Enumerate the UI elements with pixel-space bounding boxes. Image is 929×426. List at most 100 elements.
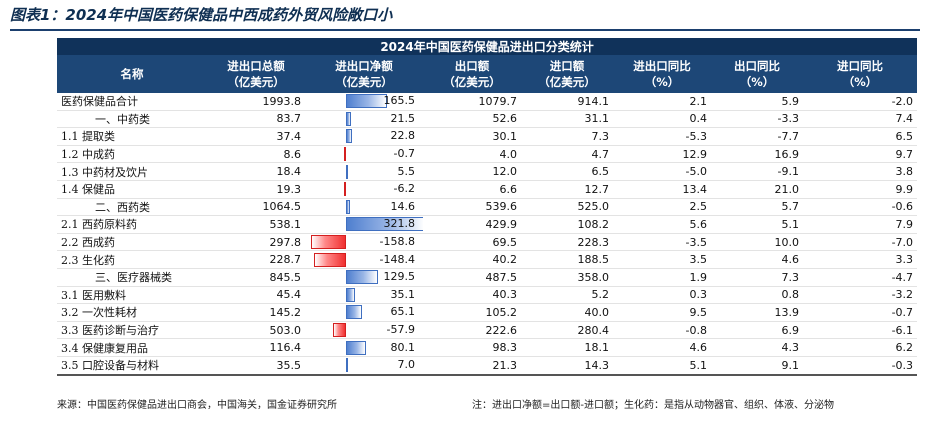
net-bar [346,358,348,373]
table-row: 1.2 中成药 8.6 -0.7 4.0 4.7 12.9 16.9 9.7 [57,145,918,164]
net-value-label: 5.5 [397,164,416,178]
cell-import-yoy: -0.3 [803,356,918,376]
cell-import: 12.7 [521,180,613,199]
cell-export-yoy: 7.3 [711,267,803,287]
cell-import: 280.4 [521,321,613,340]
cell-total-yoy: 3.5 [613,250,711,269]
table-row: 二、西药类 1064.5 14.6 539.6 525.0 2.5 5.7 -0.6 [57,197,918,217]
cell-total: 297.8 [207,233,305,252]
net-value-label: 22.8 [390,129,416,143]
cell-total: 83.7 [207,109,305,129]
cell-net: -148.4 [305,250,423,269]
cell-total-yoy: 1.9 [613,267,711,287]
table-row: 2.2 西成药 297.8 -158.8 69.5 228.3 -3.5 10.0 -7.0 [57,233,918,252]
net-bar [346,111,352,126]
net-value-label: -158.8 [379,235,415,249]
cell-net: -158.8 [305,233,423,252]
cell-import: 6.5 [521,162,613,181]
cell-export: 30.1 [423,127,521,146]
cell-export-yoy: 5.7 [711,197,803,217]
row-name: 2.1 西药原料药 [57,215,207,234]
column-header: 名称 [57,55,207,93]
column-header: 进出口同比 （%） [613,55,711,93]
footer: 来源：中国医药保健品进出口商会，中国海关，国金证券研究所 注：进出口净额=出口额… [57,396,917,412]
net-bar [344,147,346,162]
cell-total-yoy: 0.4 [613,109,711,129]
net-bar [311,235,346,250]
net-value-label: 14.6 [390,199,416,213]
cell-import-yoy: 3.3 [803,250,918,269]
cell-total: 145.2 [207,303,305,322]
cell-export-yoy: -7.7 [711,127,803,146]
cell-import-yoy: 6.5 [803,127,918,146]
column-header: 进出口净额 （亿美元） [305,55,423,93]
net-bar [333,323,346,338]
column-header-unit: （亿美元） [227,75,285,89]
source-text: 来源：中国医药保健品进出口商会，中国海关，国金证券研究所 [57,400,337,411]
cell-import: 358.0 [521,267,613,287]
cell-net: -0.7 [305,145,423,164]
row-name: 3.1 医用敷料 [57,286,207,305]
cell-total: 8.6 [207,145,305,164]
cell-net: 321.8 [305,215,423,234]
cell-total-yoy: 0.3 [613,286,711,305]
cell-export-yoy: 16.9 [711,145,803,164]
row-name: 3.5 口腔设备与材料 [57,356,207,376]
cell-total: 45.4 [207,286,305,305]
cell-total-yoy: 9.5 [613,303,711,322]
net-value-label: 129.5 [383,270,416,284]
cell-net: 165.5 [305,93,423,111]
net-bar [346,287,355,302]
cell-export-yoy: -9.1 [711,162,803,181]
cell-import-yoy: -6.1 [803,321,918,340]
net-bar [313,252,346,267]
cell-export: 222.6 [423,321,521,340]
table-caption: 2024年中国医药保健品进出口分类统计 [57,38,918,55]
cell-total-yoy: 5.6 [613,215,711,234]
row-name: 1.2 中成药 [57,145,207,164]
cell-net: -57.9 [305,321,423,340]
row-name: 2.3 生化药 [57,250,207,269]
net-value-label: -57.9 [386,323,415,337]
row-name: 一、中药类 [57,109,207,129]
cell-import: 14.3 [521,356,613,376]
column-header: 进口额 （亿美元） [521,55,613,93]
cell-total: 538.1 [207,215,305,234]
cell-export-yoy: 5.9 [711,93,803,111]
row-name: 三、医疗器械类 [57,267,207,287]
net-value-label: -0.7 [393,147,415,161]
cell-import-yoy: 9.9 [803,180,918,199]
column-header-unit: （亿美元） [443,75,501,89]
cell-total-yoy: -5.3 [613,127,711,146]
trade-table: 2024年中国医药保健品进出口分类统计 名称 进出口总额 （亿美元） 进出口净额 （亿美… [57,38,918,376]
table-row: 1.4 保健品 19.3 -6.2 6.6 12.7 13.4 21.0 9.9 [57,180,918,199]
figure-title: 图表1：2024年中国医药保健品中西成药外贸风险敞口小 [10,3,920,31]
cell-export-yoy: 4.3 [711,338,803,357]
column-header-label: 进口同比 [837,59,884,73]
table-row: 1.3 中药材及饮片 18.4 5.5 12.0 6.5 -5.0 -9.1 3.8 [57,162,918,181]
row-name: 3.2 一次性耗材 [57,303,207,322]
cell-import-yoy: -2.0 [803,93,918,111]
cell-total-yoy: 13.4 [613,180,711,199]
cell-export-yoy: 6.9 [711,321,803,340]
cell-export-yoy: -3.3 [711,109,803,129]
cell-import: 18.1 [521,338,613,357]
cell-export: 98.3 [423,338,521,357]
net-value-label: -148.4 [379,252,415,266]
cell-total-yoy: -5.0 [613,162,711,181]
cell-net: 129.5 [305,267,423,287]
column-header-label: 进口额 [549,59,585,73]
net-bar [344,182,346,197]
net-bar [346,199,350,214]
net-value-label: 7.0 [397,358,416,372]
net-value-label: 65.1 [390,305,416,319]
cell-net: 21.5 [305,109,423,129]
cell-net: 7.0 [305,356,423,376]
cell-export: 539.6 [423,197,521,217]
column-header-label: 进出口同比 [633,59,691,73]
cell-net: 22.8 [305,127,423,146]
cell-total: 228.7 [207,250,305,269]
cell-import: 4.7 [521,145,613,164]
column-header-unit: （%） [739,75,775,89]
cell-total: 19.3 [207,180,305,199]
